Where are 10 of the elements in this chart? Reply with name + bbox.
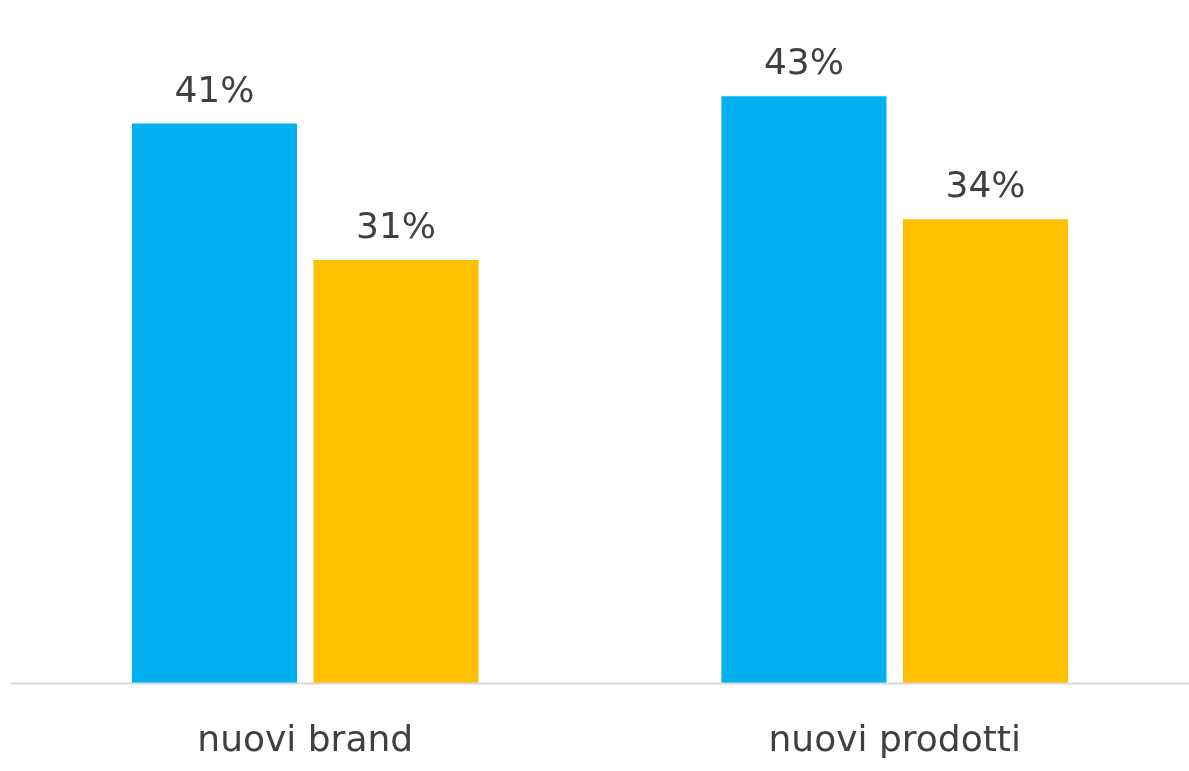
data-label: 34%: [945, 164, 1026, 206]
data-label: 31%: [356, 205, 437, 247]
bar: [313, 260, 479, 684]
x-tick-label: nuovi brand: [197, 717, 414, 759]
data-label: 43%: [763, 41, 844, 83]
data-label: 41%: [174, 68, 255, 110]
bar: [131, 123, 297, 684]
bar: [903, 219, 1069, 684]
x-tick-label: nuovi prodotti: [768, 717, 1021, 759]
bar: [721, 96, 887, 684]
